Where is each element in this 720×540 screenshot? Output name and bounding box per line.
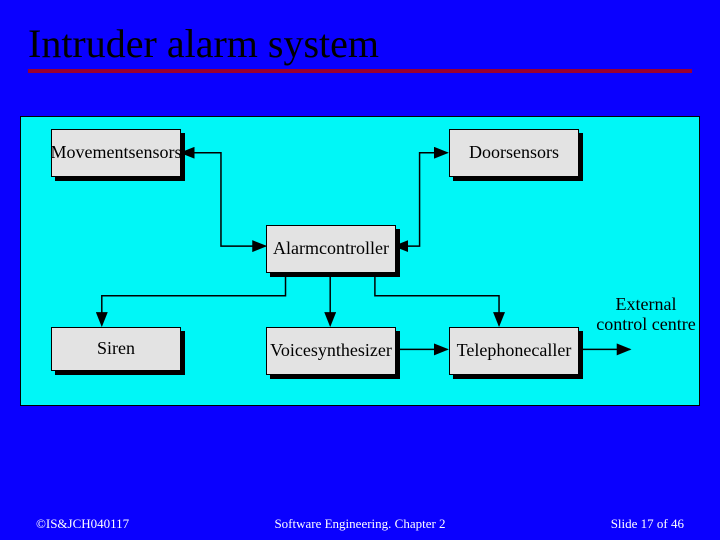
slide: Intruder alarm system Movementsensors Doo… xyxy=(0,0,720,540)
edge-alarm-telephone xyxy=(375,272,499,326)
node-voice: Voicesynthesizer xyxy=(266,327,396,375)
edge-movement-alarm xyxy=(181,153,265,246)
slide-title: Intruder alarm system xyxy=(28,20,692,67)
node-box: Voicesynthesizer xyxy=(266,327,396,375)
title-block: Intruder alarm system xyxy=(28,20,692,73)
node-box: Siren xyxy=(51,327,181,371)
node-door: Doorsensors xyxy=(449,129,579,177)
node-movement: Movementsensors xyxy=(51,129,181,177)
title-underline xyxy=(28,69,692,73)
footer-right: Slide 17 of 46 xyxy=(611,516,684,532)
external-control-centre-label: Externalcontrol centre xyxy=(591,295,701,335)
node-telephone: Telephonecaller xyxy=(449,327,579,375)
node-box: Doorsensors xyxy=(449,129,579,177)
node-siren: Siren xyxy=(51,327,181,371)
node-box: Movementsensors xyxy=(51,129,181,177)
node-box: Telephonecaller xyxy=(449,327,579,375)
node-alarm: Alarmcontroller xyxy=(266,225,396,273)
node-box: Alarmcontroller xyxy=(266,225,396,273)
edge-door-alarm xyxy=(395,153,448,246)
diagram-panel: Movementsensors Doorsensors Alarmcontrolle… xyxy=(20,116,700,406)
edge-alarm-siren xyxy=(102,272,286,326)
